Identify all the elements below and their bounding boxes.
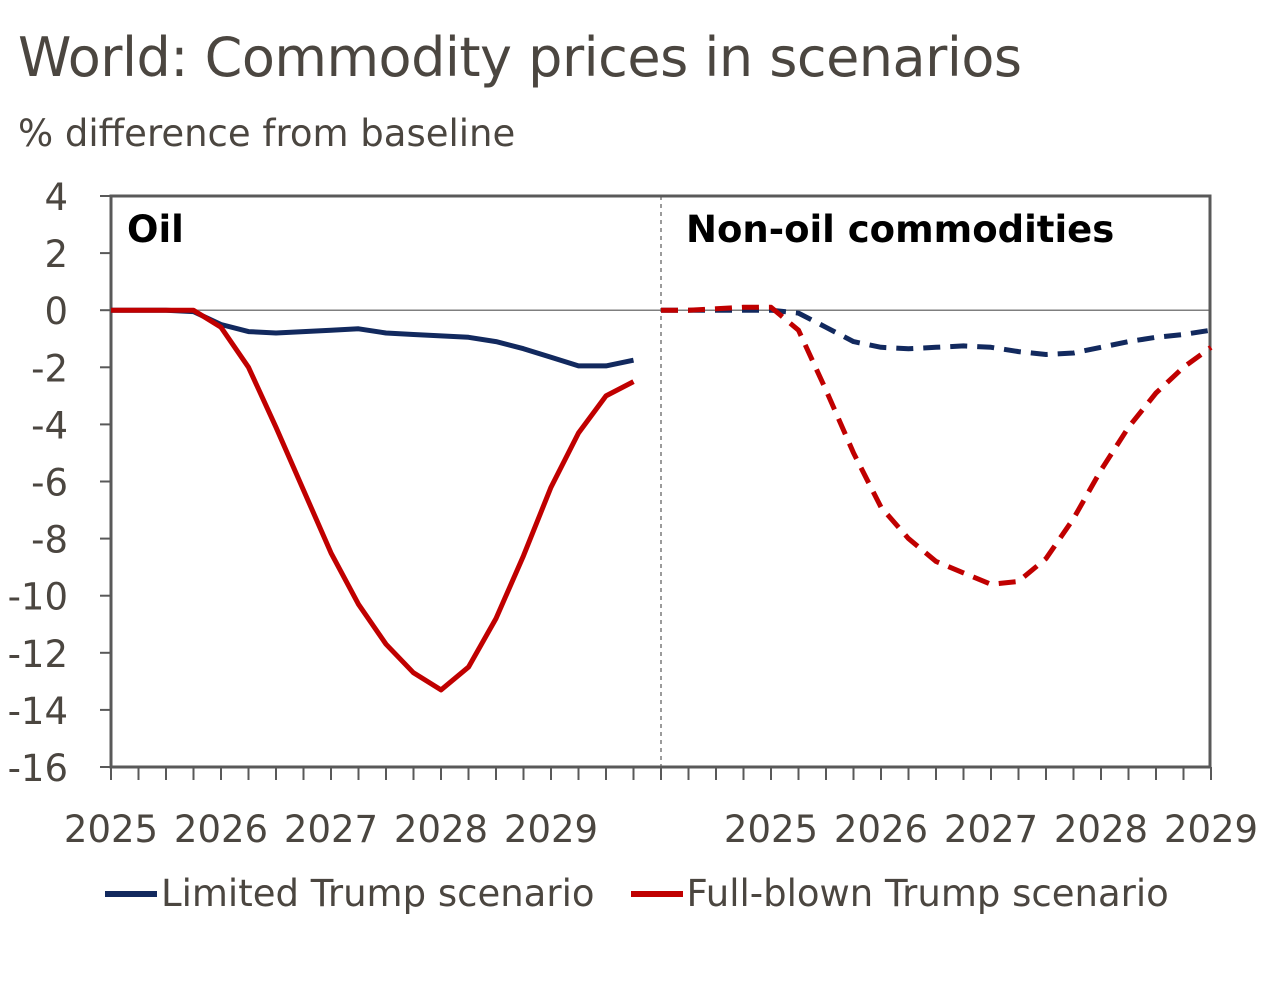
nonoil-series-full [661, 304, 1213, 587]
panel-label-nonoil: Non-oil commodities [686, 208, 1114, 251]
y-tick-label: 4 [44, 176, 68, 219]
chart-title: World: Commodity prices in scenarios [18, 26, 1022, 89]
legend-swatch-limited [105, 890, 157, 897]
y-tick-label: 0 [44, 290, 68, 333]
chart-subtitle: % difference from baseline [18, 112, 516, 155]
legend-item-full: Full-blown Trump scenario [630, 872, 1169, 915]
oil-series-limited [111, 307, 635, 369]
legend-swatch-full [630, 890, 683, 897]
x-tick-label-nonoil: 2027 [944, 808, 1038, 851]
y-tick-label: -2 [31, 347, 68, 390]
nonoil-series-limited [661, 307, 1212, 357]
y-tick-label: -14 [8, 690, 68, 733]
x-tick-label-oil: 2028 [394, 808, 488, 851]
y-tick-label: -4 [31, 404, 68, 447]
y-tick-label: -12 [8, 633, 68, 676]
y-tick-label: 2 [44, 233, 68, 276]
panel-label-oil: Oil [127, 208, 184, 251]
x-tick-label-oil: 2025 [64, 808, 158, 851]
x-tick-label-nonoil: 2028 [1054, 808, 1148, 851]
legend-item-limited: Limited Trump scenario [105, 872, 595, 915]
legend: Limited Trump scenario Full-blown Trump … [105, 872, 1205, 915]
x-tick-label-oil: 2027 [284, 808, 378, 851]
y-tick-label: -6 [31, 462, 68, 505]
legend-label-full: Full-blown Trump scenario [686, 872, 1169, 915]
x-tick-label-nonoil: 2026 [834, 808, 928, 851]
legend-label-limited: Limited Trump scenario [161, 872, 595, 915]
x-tick-label-oil: 2029 [504, 808, 598, 851]
oil-series-full [111, 307, 635, 693]
x-tick-label-nonoil: 2029 [1164, 808, 1258, 851]
x-tick-label-nonoil: 2025 [724, 808, 818, 851]
x-tick-label-oil: 2026 [174, 808, 268, 851]
y-tick-label: -16 [8, 747, 68, 790]
plot-frame [109, 194, 1212, 769]
y-tick-label: -10 [8, 576, 68, 619]
y-tick-label: -8 [31, 519, 68, 562]
